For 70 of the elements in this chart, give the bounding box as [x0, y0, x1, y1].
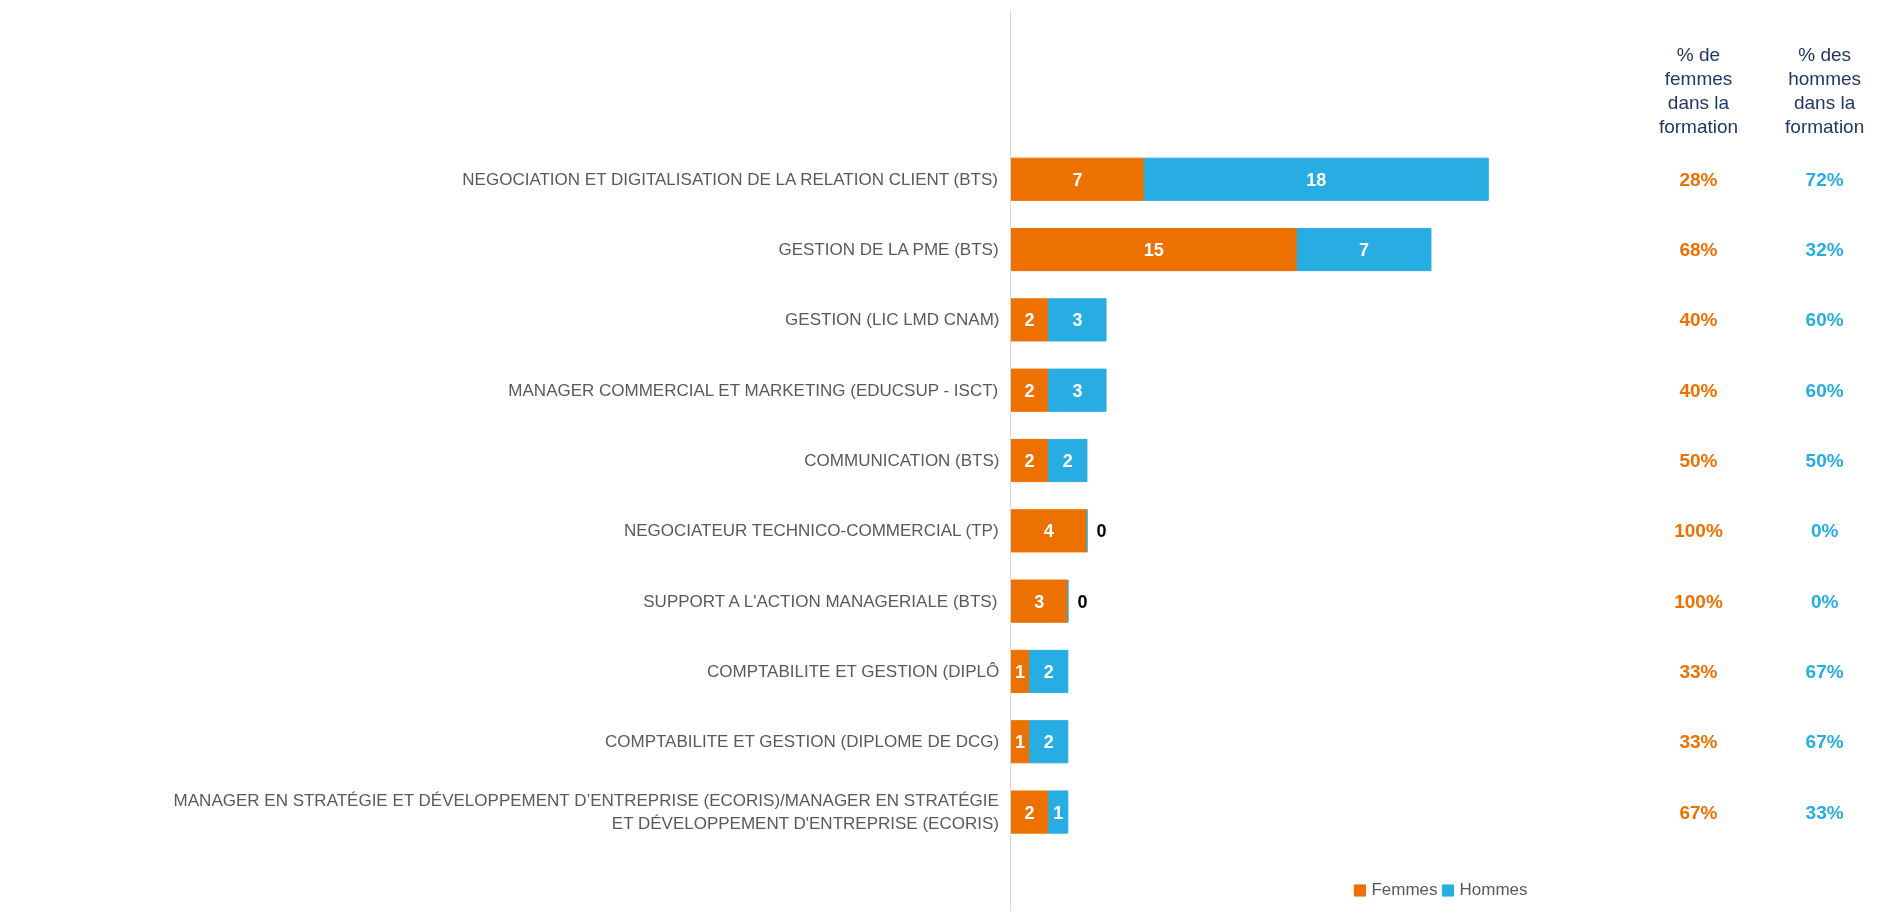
bar [1010, 790, 1050, 834]
text: 33% [1805, 801, 1844, 823]
data-label: 3 [1072, 380, 1083, 401]
bar [1010, 509, 1088, 553]
text: 33% [1679, 660, 1718, 682]
bar [1048, 368, 1107, 412]
legend-label: Femmes [1371, 880, 1438, 900]
text: 100% [1674, 520, 1723, 542]
text: 28% [1679, 168, 1718, 190]
y-tick-label: GESTION (LIC LMD CNAM) [785, 310, 1000, 330]
text: 32% [1805, 239, 1844, 261]
text: 0% [1810, 590, 1839, 612]
y-tick-label: GESTION DE LA PME (BTS) [778, 240, 999, 260]
bar [1029, 720, 1069, 764]
data-label: 1 [1015, 661, 1026, 682]
text: 50% [1805, 450, 1844, 471]
bar [1296, 227, 1432, 272]
text: 40% [1679, 379, 1718, 401]
text: 72% [1805, 168, 1844, 190]
bar [1048, 298, 1107, 342]
data-label: 2 [1024, 380, 1035, 401]
data-label: 3 [1072, 310, 1083, 331]
data-label: 18 [1306, 169, 1327, 190]
text: 67% [1805, 660, 1844, 682]
data-label: 0 [1077, 591, 1088, 612]
bar [1010, 227, 1298, 272]
data-label: 1 [1015, 732, 1026, 753]
y-tick-label: NEGOCIATION ET DIGITALISATION DE LA RELATION CLIENT (BTS) [462, 169, 998, 189]
data-label: 2 [1062, 451, 1073, 471]
data-label: 3 [1034, 591, 1045, 612]
bar [1029, 649, 1069, 694]
y-tick-label: SUPPORT A L'ACTION MANAGERIALE (BTS) [643, 591, 998, 611]
data-label: 2 [1043, 661, 1054, 682]
bar [1143, 157, 1489, 201]
text: 67% [1679, 801, 1718, 823]
data-label: 15 [1143, 240, 1164, 261]
text: 60% [1805, 309, 1844, 331]
text: 40% [1679, 309, 1718, 331]
data-label: 4 [1043, 521, 1054, 542]
data-label: 2 [1024, 451, 1035, 471]
y-tick-label: MANAGER EN STRATÉGIE ET DÉVELOPPEMENT D’ENTREPRISE (ECORIS)/MANAGER EN STRATÉGIE ET DÉVELOPPEMENT D'ENTREPRISE (ECORIS) [173, 791, 999, 833]
text: % de femmes dans la formation [1658, 43, 1739, 138]
text: 68% [1679, 239, 1718, 261]
data-label: 2 [1043, 732, 1054, 753]
bar [1010, 438, 1050, 483]
text: % des hommes dans la formation [1785, 43, 1865, 138]
bar [1048, 438, 1088, 483]
bar [1048, 790, 1069, 834]
text: 67% [1805, 731, 1844, 753]
y-tick-label: COMPTABILITE ET GESTION (DIPLÔ [707, 661, 1000, 681]
text: 50% [1679, 450, 1718, 471]
y-tick-label: COMPTABILITE ET GESTION (DIPLOME DE DCG) [605, 732, 1000, 752]
bar [1010, 298, 1050, 342]
bar [1010, 157, 1145, 201]
y-tick-label: NEGOCIATEUR TECHNICO-COMMERCIAL (TP) [623, 521, 999, 541]
data-label: 2 [1024, 310, 1035, 331]
data-label: 0 [1096, 521, 1107, 542]
bar [1010, 368, 1050, 412]
text: 33% [1679, 731, 1718, 753]
data-label: 2 [1024, 802, 1035, 823]
text: 100% [1674, 590, 1723, 612]
data-label: 7 [1072, 169, 1083, 190]
data-label: 1 [1053, 802, 1064, 823]
legend-label: Hommes [1459, 880, 1528, 900]
y-tick-label: COMMUNICATION (BTS) [804, 451, 1000, 470]
y-tick-label: MANAGER COMMERCIAL ET MARKETING (EDUCSUP - ISCT) [508, 380, 999, 400]
text: 60% [1805, 379, 1844, 401]
data-label: 7 [1359, 240, 1370, 261]
bar [1010, 579, 1069, 623]
text: 0% [1810, 520, 1839, 542]
